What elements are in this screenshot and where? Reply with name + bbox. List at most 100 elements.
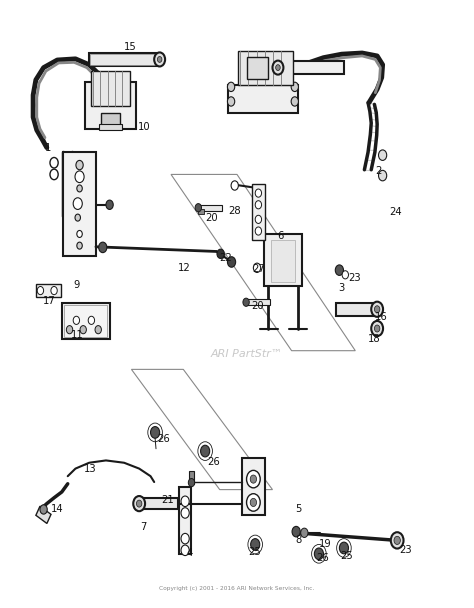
Bar (247, 57, 268, 79)
Text: 28: 28 (228, 206, 241, 216)
Circle shape (379, 170, 387, 181)
Bar (91, 71, 129, 106)
Circle shape (217, 249, 224, 258)
Text: 1: 1 (45, 142, 51, 153)
Text: 4: 4 (186, 548, 192, 558)
Circle shape (228, 257, 236, 268)
Circle shape (157, 57, 162, 63)
Text: ARI PartStr™: ARI PartStr™ (210, 348, 282, 359)
Bar (85, 82, 136, 129)
Text: 12: 12 (178, 263, 191, 274)
Circle shape (251, 539, 260, 550)
Bar (99, 124, 122, 130)
Circle shape (231, 181, 238, 190)
Bar (63, 152, 96, 256)
Circle shape (137, 500, 142, 507)
Text: 17: 17 (43, 296, 56, 306)
Text: 23: 23 (399, 545, 412, 555)
Circle shape (181, 545, 189, 556)
Bar (238, 51, 293, 85)
Text: 26: 26 (157, 434, 170, 444)
Circle shape (66, 326, 73, 334)
Text: 25: 25 (341, 551, 354, 561)
Bar (89, 53, 160, 66)
Circle shape (246, 494, 260, 511)
Text: 7: 7 (140, 522, 147, 532)
Circle shape (371, 302, 383, 317)
Circle shape (255, 227, 262, 235)
Text: 2: 2 (375, 166, 381, 176)
Bar (189, 471, 194, 484)
Circle shape (51, 286, 57, 295)
Text: 22: 22 (219, 254, 232, 263)
Circle shape (201, 445, 210, 457)
Bar (36, 284, 61, 297)
Circle shape (291, 97, 299, 106)
Text: 24: 24 (389, 207, 401, 217)
Circle shape (73, 316, 80, 325)
Circle shape (77, 242, 82, 249)
Text: 20: 20 (251, 301, 264, 311)
Circle shape (151, 427, 160, 438)
Circle shape (301, 528, 308, 537)
Text: 26: 26 (316, 553, 329, 563)
Circle shape (181, 496, 189, 506)
Bar (264, 234, 301, 286)
Circle shape (40, 505, 47, 514)
Bar (139, 498, 178, 510)
Circle shape (188, 478, 195, 486)
Text: 11: 11 (71, 330, 83, 340)
Text: 10: 10 (137, 122, 150, 131)
Circle shape (292, 527, 300, 537)
Bar (278, 61, 344, 74)
Circle shape (133, 496, 145, 511)
Circle shape (339, 542, 348, 554)
Circle shape (374, 325, 380, 332)
Circle shape (37, 286, 44, 295)
Circle shape (391, 532, 403, 548)
Circle shape (255, 215, 262, 224)
Circle shape (335, 265, 344, 275)
Bar (242, 458, 265, 516)
Circle shape (50, 157, 58, 168)
Circle shape (374, 306, 380, 313)
Circle shape (228, 82, 235, 92)
Circle shape (181, 508, 189, 518)
Circle shape (73, 198, 82, 209)
Bar (271, 240, 295, 282)
Circle shape (255, 189, 262, 197)
Circle shape (291, 82, 299, 92)
Circle shape (342, 271, 348, 279)
Text: 16: 16 (375, 312, 388, 322)
Circle shape (228, 97, 235, 106)
Bar (252, 184, 265, 240)
Circle shape (75, 214, 81, 221)
Bar (198, 205, 222, 210)
Circle shape (371, 321, 383, 336)
Text: 14: 14 (51, 505, 64, 514)
Text: 21: 21 (162, 494, 174, 505)
Circle shape (77, 230, 82, 238)
Circle shape (195, 204, 201, 212)
Circle shape (379, 150, 387, 161)
Circle shape (276, 64, 280, 71)
Circle shape (154, 52, 165, 66)
Text: 26: 26 (207, 457, 220, 466)
Circle shape (77, 185, 82, 192)
Circle shape (250, 499, 256, 506)
Text: 8: 8 (295, 536, 301, 545)
Bar (64, 305, 107, 337)
Text: 19: 19 (319, 539, 332, 550)
Circle shape (254, 263, 261, 272)
Circle shape (99, 242, 107, 253)
Circle shape (95, 326, 101, 334)
Circle shape (80, 326, 86, 334)
Circle shape (394, 536, 401, 545)
Circle shape (88, 316, 95, 325)
Circle shape (255, 201, 262, 209)
Bar (36, 506, 51, 523)
Text: 15: 15 (124, 42, 137, 52)
Circle shape (250, 475, 256, 483)
Bar (228, 85, 299, 113)
Text: Copyright (c) 2001 - 2016 ARI Network Services, Inc.: Copyright (c) 2001 - 2016 ARI Network Se… (159, 586, 315, 591)
